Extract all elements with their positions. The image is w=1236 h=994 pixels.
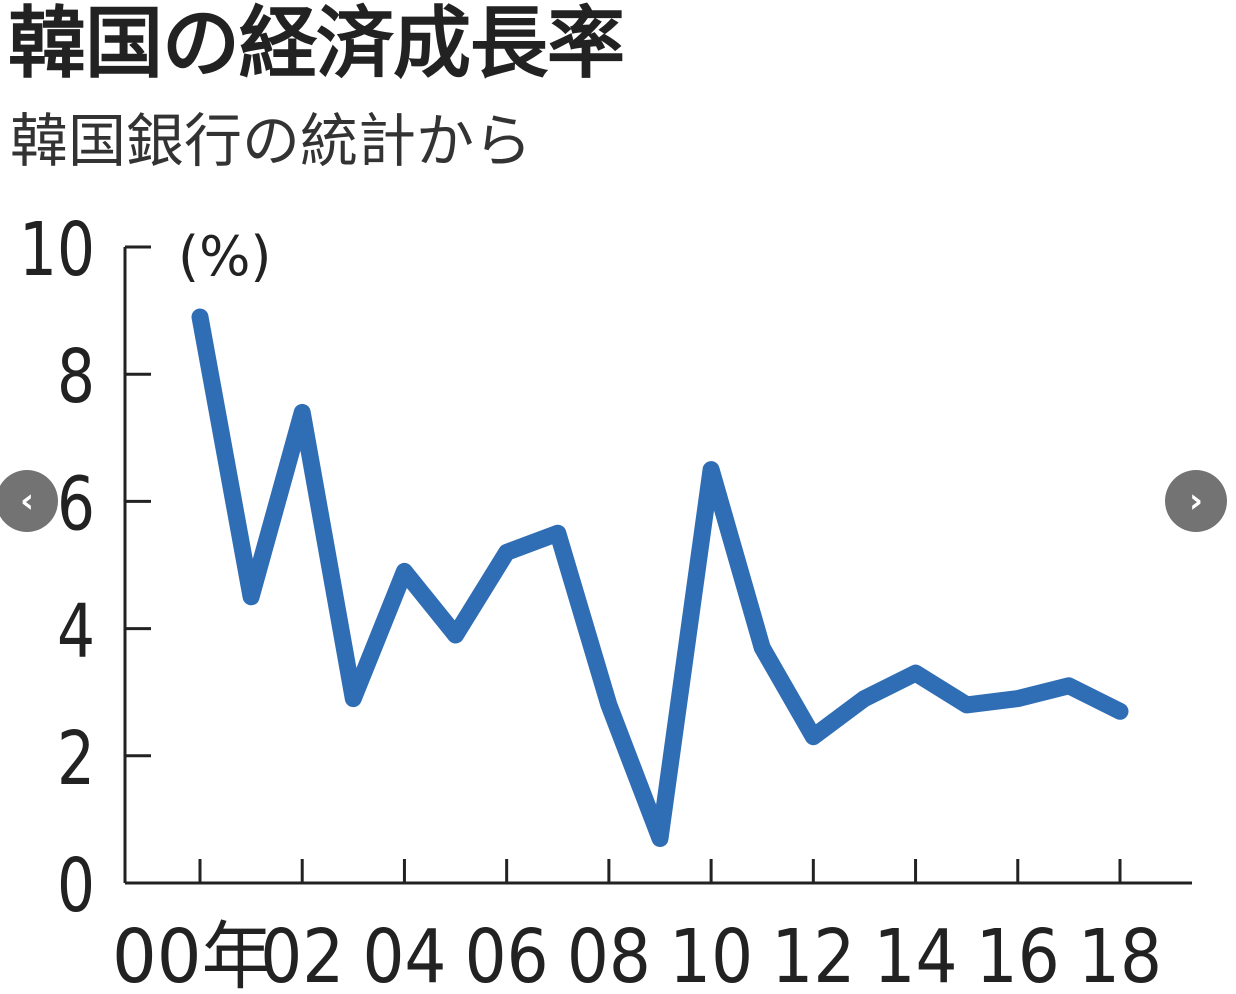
chart-title: 韓国の経済成長率 <box>8 0 625 89</box>
data-point <box>1060 677 1077 694</box>
x-tick-label: 18 <box>1078 914 1162 994</box>
y-tick-label: 6 <box>57 461 95 547</box>
y-tick-label: 8 <box>57 334 95 420</box>
y-tick-label: 2 <box>57 716 95 802</box>
data-point <box>447 626 464 643</box>
data-points <box>192 308 1128 847</box>
y-tick-label: 4 <box>57 589 95 675</box>
x-tick-label: 00年 <box>112 914 272 994</box>
data-point <box>652 830 668 847</box>
y-unit-label: (%) <box>178 225 271 288</box>
data-point <box>958 696 975 713</box>
data-point <box>192 308 208 325</box>
x-tick-label: 16 <box>976 914 1060 994</box>
data-point <box>703 461 720 478</box>
axes <box>123 245 1192 885</box>
data-point <box>907 665 924 682</box>
data-point <box>856 690 873 707</box>
data-point <box>243 588 260 605</box>
data-point <box>1112 703 1128 720</box>
x-tick-label: 12 <box>771 914 855 994</box>
x-tick-label: 04 <box>362 914 446 994</box>
data-point <box>396 563 413 580</box>
x-tick-label: 06 <box>465 914 549 994</box>
data-point <box>498 544 515 561</box>
chevron-left-icon[interactable]: ‹ <box>0 470 58 532</box>
data-point <box>549 525 566 542</box>
data-point <box>805 728 822 745</box>
data-point <box>345 690 362 707</box>
chart-subtitle: 韓国銀行の統計から <box>10 107 533 175</box>
data-point <box>600 696 617 713</box>
y-tick-label: 10 <box>19 207 95 293</box>
x-tick-label: 08 <box>567 914 651 994</box>
chevron-right-icon[interactable]: › <box>1165 470 1227 532</box>
y-tick-labels: 0 2 4 6 8 10 <box>19 207 95 929</box>
y-tick-label: 0 <box>57 843 95 929</box>
series-line <box>191 308 1129 847</box>
data-point <box>294 404 311 421</box>
data-point <box>754 639 771 656</box>
x-tick-label: 02 <box>260 914 344 994</box>
series-lines <box>191 308 1129 847</box>
data-point <box>1009 690 1026 707</box>
x-tick-label: 10 <box>669 914 753 994</box>
x-tick-label: 14 <box>874 914 958 994</box>
